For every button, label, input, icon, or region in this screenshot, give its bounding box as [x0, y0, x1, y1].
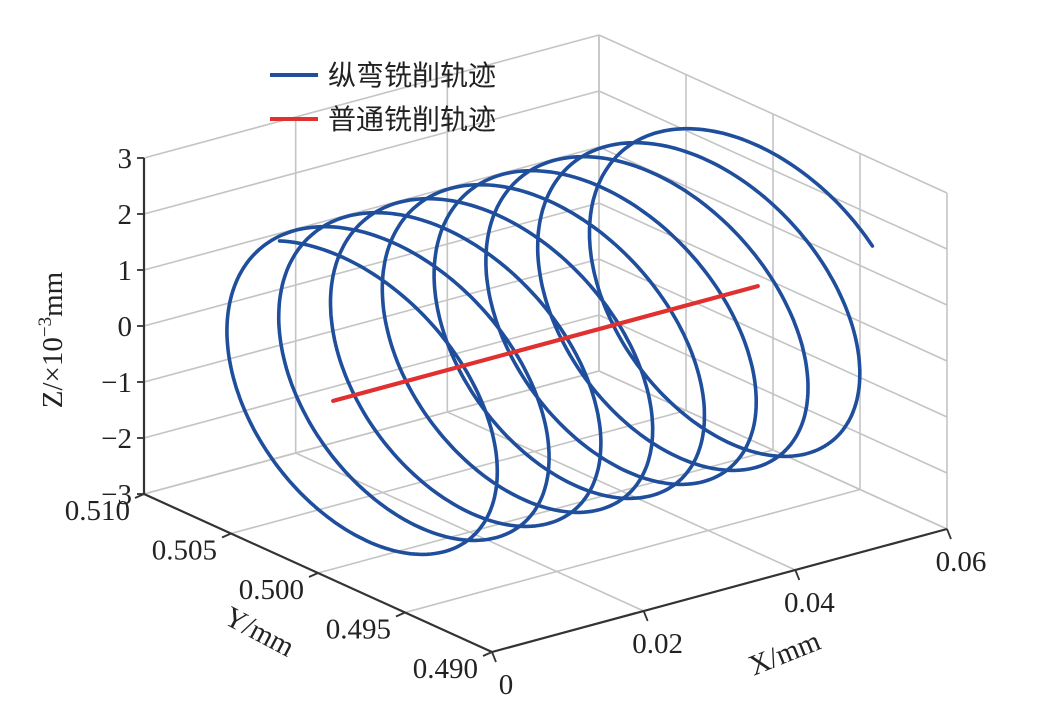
- x-tick-label-1: 0.02: [632, 628, 683, 660]
- z-tick-label-3: 0: [118, 311, 133, 343]
- z-axis-title-exponent: −3: [35, 317, 56, 337]
- y-axis-title: Y/mm: [219, 601, 300, 664]
- tick-label-layer: 0 0.02 0.04 0.06 0.510 0.505 0.500 0.495 0.490 3 2…: [65, 143, 987, 701]
- x-tick-label-2: 0.04: [784, 587, 835, 619]
- grid-back-z-0: [143, 34, 600, 159]
- series-line-0: [225, 126, 875, 557]
- grid-back-z-4: [143, 258, 600, 383]
- z-tick-label-5: −2: [101, 423, 132, 455]
- grid-back-z-3: [143, 202, 600, 327]
- z-axis-title-unit: mm: [37, 271, 69, 317]
- x-tick-mark-0: [491, 651, 497, 663]
- z-tick-label-0: 3: [118, 143, 133, 175]
- series-line-1: [331, 284, 760, 403]
- grid-floor-y-0: [143, 370, 600, 495]
- y-tick-mark-3: [395, 611, 406, 618]
- axis-layer: [134, 157, 952, 663]
- grid-back-z-1: [143, 90, 600, 215]
- y-tick-label-0: 0.510: [65, 495, 130, 527]
- grid-side-z-4: [598, 258, 948, 418]
- z-axis-title: Z/×10−3mm: [35, 271, 69, 408]
- x-tick-label-3: 0.06: [936, 546, 987, 578]
- x-tick-mark-1: [642, 610, 649, 622]
- grid-floor-y-3: [404, 488, 861, 614]
- grid-back-z-2: [143, 146, 600, 271]
- x-tick-label-0: 0: [499, 669, 514, 701]
- y-tick-label-4: 0.490: [413, 653, 478, 685]
- x-tick-mark-3: [946, 528, 952, 540]
- grid-floor-y-2: [317, 449, 774, 574]
- y-tick-label-3: 0.495: [326, 614, 391, 646]
- y-tick-mark-1: [221, 532, 232, 539]
- grid-back-z-5: [143, 314, 600, 439]
- y-tick-label-2: 0.500: [239, 574, 304, 606]
- z-axis-title-main: Z/×10: [37, 337, 69, 408]
- z-tick-label-4: −1: [101, 367, 132, 399]
- legend-label-ordinary: 普通铣削轨迹: [328, 103, 496, 136]
- y-tick-mark-4: [482, 651, 493, 657]
- grid-floor-y-1: [230, 409, 687, 535]
- series-layer: [225, 126, 875, 557]
- z-tick-label-6: −3: [101, 479, 132, 511]
- grid-side-z-1: [598, 90, 948, 250]
- x-tick-mark-2: [794, 569, 801, 581]
- y-tick-mark-2: [308, 572, 319, 578]
- legend-label-bending: 纵弯铣削轨迹: [328, 59, 496, 92]
- x-axis-line: [491, 527, 948, 654]
- grid-side-z-0: [598, 34, 948, 194]
- z-tick-label-1: 2: [118, 199, 133, 231]
- z-tick-label-2: 1: [118, 255, 133, 287]
- y-tick-label-1: 0.505: [152, 535, 217, 567]
- grid-side-z-5: [598, 314, 948, 474]
- grid-layer: [143, 34, 948, 653]
- legend: 纵弯铣削轨迹 普通铣削轨迹: [270, 59, 496, 136]
- x-axis-title: X/mm: [744, 625, 825, 683]
